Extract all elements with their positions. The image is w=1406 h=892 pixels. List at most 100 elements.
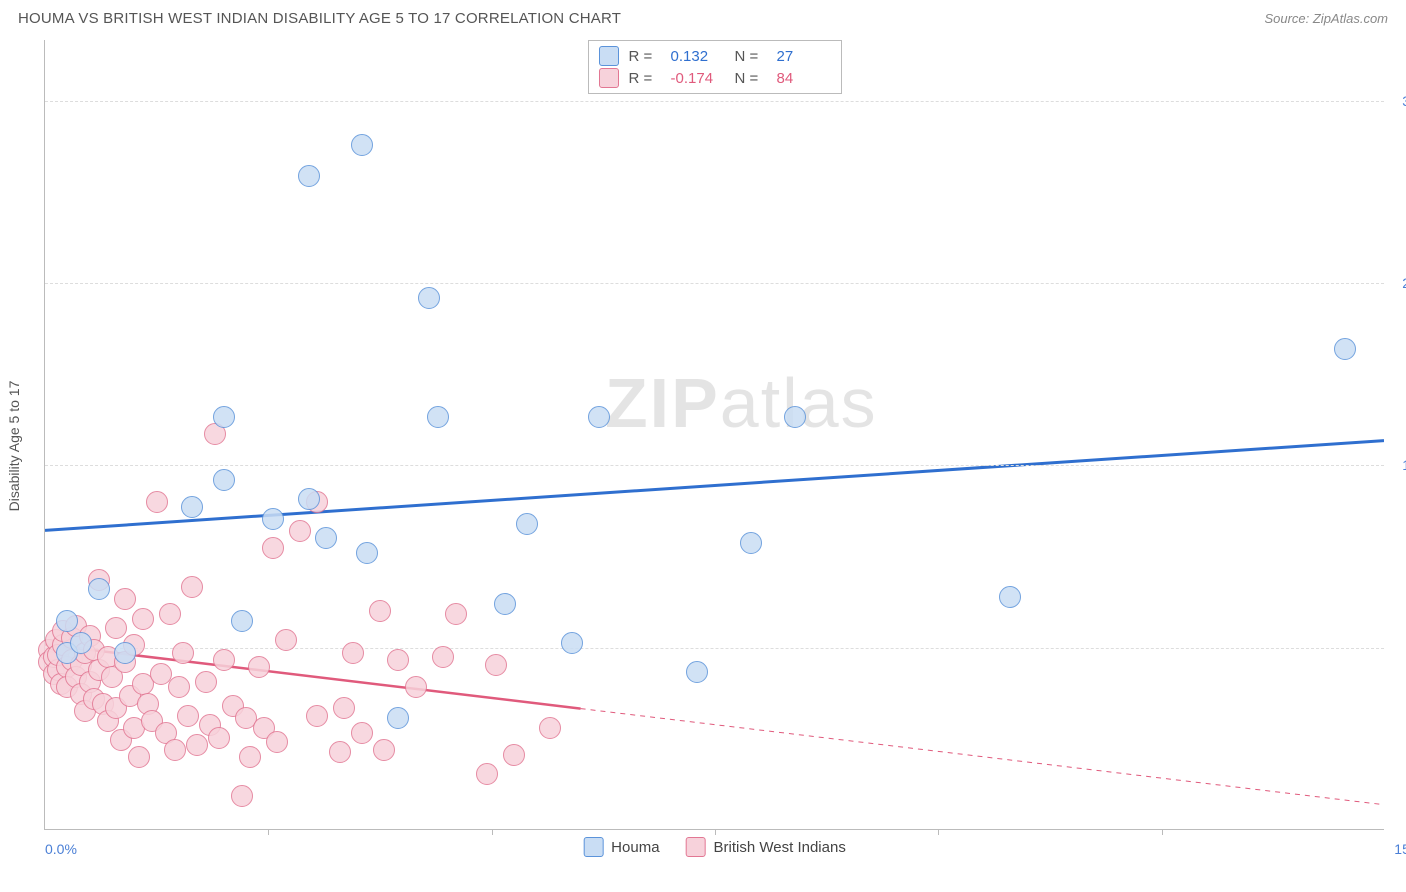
data-point	[494, 593, 516, 615]
data-point	[740, 532, 762, 554]
legend-item: Houma	[583, 837, 659, 857]
data-point	[356, 542, 378, 564]
data-point	[231, 785, 253, 807]
data-point	[213, 406, 235, 428]
n-value: 84	[777, 70, 831, 87]
data-point	[784, 406, 806, 428]
data-point	[128, 746, 150, 768]
data-point	[168, 676, 190, 698]
x-axis-max-label: 15.0%	[1394, 841, 1406, 857]
data-point	[239, 746, 261, 768]
data-point	[177, 705, 199, 727]
legend-swatch	[583, 837, 603, 857]
data-point	[88, 578, 110, 600]
data-point	[56, 610, 78, 632]
data-point	[588, 406, 610, 428]
legend-item: British West Indians	[686, 837, 846, 857]
x-tick-mark	[938, 829, 939, 835]
data-point	[561, 632, 583, 654]
data-point	[351, 134, 373, 156]
data-point	[181, 496, 203, 518]
x-tick-mark	[715, 829, 716, 835]
y-tick-label: 22.5%	[1402, 275, 1406, 291]
data-point	[213, 649, 235, 671]
data-point	[172, 642, 194, 664]
legend-label: Houma	[611, 839, 659, 856]
data-point	[181, 576, 203, 598]
data-point	[231, 610, 253, 632]
r-value: 0.132	[671, 48, 725, 65]
data-point	[195, 671, 217, 693]
data-point	[342, 642, 364, 664]
data-point	[427, 406, 449, 428]
data-point	[298, 488, 320, 510]
r-value: -0.174	[671, 70, 725, 87]
scatter-plot: ZIPatlas R =0.132N =27R =-0.174N =84 Hou…	[44, 40, 1384, 830]
data-point	[329, 741, 351, 763]
data-point	[445, 603, 467, 625]
data-point	[266, 731, 288, 753]
trend-line	[45, 441, 1384, 531]
data-point	[369, 600, 391, 622]
data-point	[516, 513, 538, 535]
data-point	[159, 603, 181, 625]
watermark: ZIPatlas	[605, 363, 878, 443]
data-point	[289, 520, 311, 542]
data-point	[333, 697, 355, 719]
data-point	[262, 508, 284, 530]
legend-stat-row: R =0.132N =27	[599, 45, 831, 67]
legend-swatch	[686, 837, 706, 857]
x-axis-min-label: 0.0%	[45, 841, 77, 857]
n-label: N =	[735, 48, 767, 65]
data-point	[476, 763, 498, 785]
data-point	[114, 642, 136, 664]
data-point	[114, 588, 136, 610]
y-tick-label: 15.0%	[1402, 457, 1406, 473]
data-point	[262, 537, 284, 559]
series-legend: Houma British West Indians	[583, 837, 846, 857]
y-tick-label: 30.0%	[1402, 93, 1406, 109]
gridline-h	[45, 283, 1384, 284]
legend-label: British West Indians	[714, 839, 846, 856]
data-point	[275, 629, 297, 651]
gridline-h	[45, 465, 1384, 466]
data-point	[186, 734, 208, 756]
data-point	[387, 649, 409, 671]
data-point	[539, 717, 561, 739]
n-label: N =	[735, 70, 767, 87]
data-point	[208, 727, 230, 749]
data-point	[999, 586, 1021, 608]
data-point	[248, 656, 270, 678]
data-point	[485, 654, 507, 676]
data-point	[418, 287, 440, 309]
data-point	[686, 661, 708, 683]
legend-stat-row: R = -0.174 N = 84	[599, 67, 831, 89]
data-point	[503, 744, 525, 766]
legend-swatch	[599, 68, 619, 88]
data-point	[351, 722, 373, 744]
gridline-h	[45, 101, 1384, 102]
data-point	[105, 617, 127, 639]
data-point	[213, 469, 235, 491]
gridline-h	[45, 648, 1384, 649]
data-point	[387, 707, 409, 729]
trend-line-dashed	[581, 709, 1384, 805]
data-point	[432, 646, 454, 668]
data-point	[164, 739, 186, 761]
data-point	[315, 527, 337, 549]
y-axis-label: Disability Age 5 to 17	[6, 381, 22, 512]
data-point	[132, 608, 154, 630]
n-value: 27	[777, 48, 831, 65]
r-label: R =	[629, 70, 661, 87]
data-point	[405, 676, 427, 698]
data-point	[1334, 338, 1356, 360]
data-point	[306, 705, 328, 727]
correlation-legend: R = 0.132 N = 27 R = -0.174 N = 84	[588, 40, 842, 94]
x-tick-mark	[492, 829, 493, 835]
data-point	[146, 491, 168, 513]
x-tick-mark	[268, 829, 269, 835]
legend-swatch	[599, 46, 619, 66]
x-tick-mark	[1162, 829, 1163, 835]
data-point	[298, 165, 320, 187]
data-point	[70, 632, 92, 654]
